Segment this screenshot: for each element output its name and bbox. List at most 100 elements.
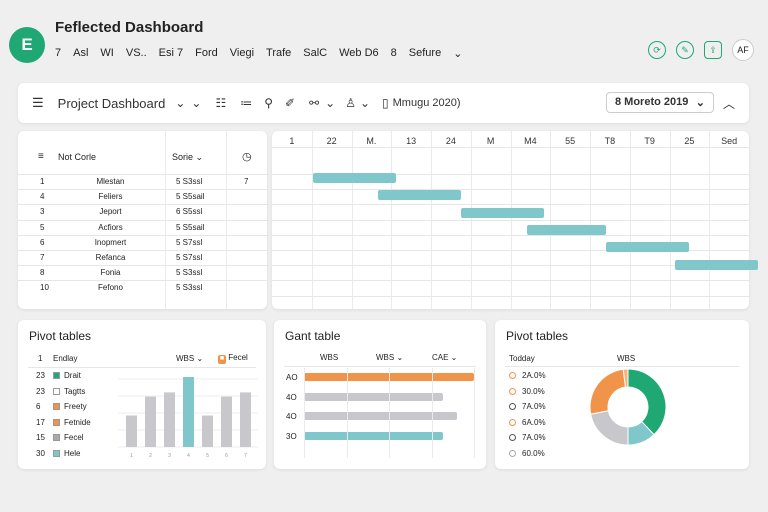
filter-icon[interactable]: ⚯	[309, 96, 320, 110]
gridline	[431, 368, 433, 458]
gantt-bar[interactable]	[304, 431, 444, 440]
row-name[interactable]: Jeport	[99, 207, 122, 217]
bar[interactable]	[183, 377, 194, 447]
menu-item[interactable]: 8	[390, 47, 397, 59]
row-name[interactable]: Fefono	[98, 283, 123, 293]
chevron-down-icon[interactable]: ⌄	[453, 48, 463, 60]
gantt-bar[interactable]	[304, 392, 444, 401]
header-id: 1	[38, 354, 43, 363]
header-name: Endlay	[53, 354, 78, 363]
project-select[interactable]: 8 Moreto 2019 ⌄	[606, 92, 714, 113]
chevron-down-icon[interactable]: ⌄	[175, 96, 186, 110]
row-value: 5 S7ssl	[176, 253, 203, 262]
row-name[interactable]: Fonia	[100, 268, 121, 278]
gantt-column-header: M.	[366, 136, 377, 146]
gantt-header-divider	[272, 147, 749, 148]
sync-icon[interactable]: ⟳	[648, 41, 666, 59]
gantt-bar[interactable]	[304, 412, 457, 420]
item-label[interactable]: Fecel	[64, 433, 84, 442]
item-label[interactable]: Fetnide	[64, 417, 91, 427]
col-header[interactable]: CAE ⌄	[432, 353, 458, 362]
chevron-down-icon[interactable]: ⌄	[191, 96, 202, 110]
item-label[interactable]: Freety	[64, 402, 87, 411]
col-header: WBS	[617, 354, 636, 363]
menu-item[interactable]: Ford	[195, 47, 218, 59]
col-header[interactable]: WBS ⌄	[376, 353, 404, 362]
legend-label: 6A.0%	[522, 417, 546, 427]
legend-label: 7A.0%	[522, 433, 546, 442]
bar[interactable]	[240, 392, 251, 447]
donut-slice[interactable]	[627, 368, 667, 436]
menu-item[interactable]: Asl	[73, 47, 89, 59]
row-name[interactable]: Acfiors	[98, 222, 123, 232]
link-icon[interactable]: ⚲	[264, 96, 274, 110]
collapse-icon[interactable]: ︿	[722, 96, 735, 111]
bar[interactable]	[145, 396, 156, 447]
item-label[interactable]: Drait	[64, 371, 81, 380]
panel-title: Pivot tables	[29, 329, 92, 343]
bar[interactable]	[221, 396, 232, 447]
item-number: 6	[36, 402, 41, 411]
bar[interactable]	[126, 415, 137, 448]
menu-item[interactable]: Web D6	[339, 47, 379, 59]
donut-slice[interactable]	[622, 368, 629, 388]
chevron-down-icon[interactable]: ⌄	[359, 96, 371, 110]
menu-icon[interactable]: ≡	[38, 151, 44, 162]
row-value: 5 S3ssl	[176, 268, 203, 278]
name-header: Not Corle	[58, 152, 97, 162]
menu-item[interactable]: SalC	[303, 47, 328, 59]
menu-item[interactable]: Viegi	[229, 47, 255, 59]
project-title: Project Dashboard	[57, 95, 166, 111]
gantt-column-header: 13	[406, 136, 417, 146]
menu-item[interactable]: Sefure	[408, 47, 442, 59]
menu-item[interactable]: Esi 7	[158, 47, 184, 59]
row-name[interactable]: Feliers	[98, 192, 123, 202]
gantt-bar[interactable]	[605, 242, 689, 253]
row-name[interactable]: Mlestan	[96, 177, 125, 186]
row-value: 5 S3ssl	[176, 283, 203, 293]
share-icon[interactable]: ⇪	[704, 41, 722, 59]
y-label: 3O	[286, 431, 297, 441]
clock-icon[interactable]: ◷	[242, 151, 252, 163]
row-divider	[18, 189, 267, 191]
donut-slice[interactable]	[589, 368, 627, 415]
wbs-header[interactable]: WBS ⌄	[176, 354, 204, 363]
calendar-icon[interactable]: ▯	[382, 96, 389, 110]
bar[interactable]	[164, 392, 175, 447]
gantt-row-line	[272, 250, 749, 251]
row-divider	[18, 234, 267, 236]
legend-circle-icon	[509, 418, 516, 426]
bar-chart: 12345678	[118, 377, 258, 459]
bar[interactable]	[202, 415, 213, 448]
menu-item[interactable]: WI	[100, 47, 114, 59]
filter-chip[interactable]: ■ Fecel	[218, 353, 248, 364]
gantt-bar[interactable]	[526, 224, 606, 235]
menu-item[interactable]: Trafe	[266, 47, 292, 59]
gantt-column-header: 24	[445, 136, 456, 146]
row-divider	[18, 250, 267, 251]
legend-circle-icon	[509, 387, 516, 395]
gantt-table-panel: Gant table WBS WBS ⌄ CAE ⌄ AO 4O 4O 3O	[274, 320, 486, 469]
row-id: 8	[40, 268, 45, 278]
person-icon[interactable]: ♙	[345, 96, 356, 110]
menu-item[interactable]: VS..	[125, 47, 147, 59]
gantt-bar[interactable]	[378, 190, 462, 201]
donut-slice[interactable]	[590, 410, 629, 446]
list-icon[interactable]: ☷	[215, 96, 227, 110]
item-label[interactable]: Hele	[64, 448, 81, 458]
hamburger-icon[interactable]: ☰	[32, 95, 44, 110]
gantt-bar[interactable]	[312, 173, 396, 183]
sort-header[interactable]: Sorie ⌄	[172, 152, 204, 162]
item-label[interactable]: Tagtts	[64, 386, 86, 396]
menu-item[interactable]: 7	[55, 47, 62, 59]
row-name[interactable]: Inopmert	[94, 237, 127, 247]
row-name[interactable]: Refanca	[95, 253, 126, 262]
item-swatch	[53, 434, 60, 441]
chat-icon[interactable]: ✎	[676, 41, 694, 59]
gantt-bar[interactable]	[461, 207, 545, 218]
gantt-bar[interactable]	[675, 259, 759, 270]
pen-icon[interactable]: ✐	[285, 96, 296, 110]
chevron-down-icon[interactable]: ⌄	[325, 96, 336, 110]
numbered-list-icon[interactable]: ≔	[240, 96, 253, 110]
avatar[interactable]: AF	[732, 39, 754, 61]
